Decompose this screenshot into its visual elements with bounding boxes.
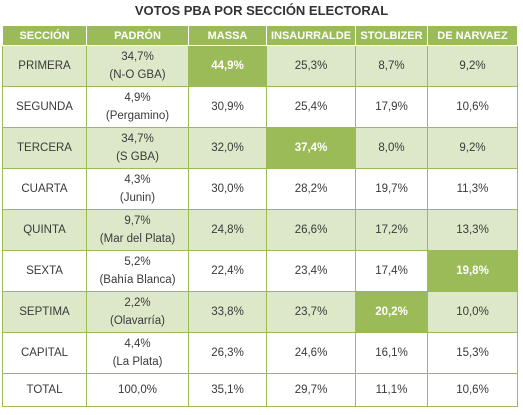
cell-padron: 9,7% (Mar del Plata) [86, 209, 189, 251]
cell-massa: 33,8% [188, 291, 267, 333]
cell-insaurralde: 25,3% [266, 45, 356, 87]
total-row: TOTAL 100,0% 35,1% 29,7% 11,1% 10,6% [2, 373, 518, 407]
padron-value: 34,7% [121, 133, 154, 145]
header-stolbizer: STOLBIZER [355, 25, 428, 46]
cell-padron: 4,9% (Pergamino) [86, 86, 189, 128]
table-row: QUINTA 9,7% (Mar del Plata) 24,8% 26,6% 1… [2, 209, 518, 251]
cell-de-narvaez: 13,3% [427, 209, 518, 251]
cell-padron: 34,7% (S GBA) [86, 127, 189, 169]
padron-subtitle: (Bahía Blanca) [99, 274, 176, 286]
padron-subtitle: (La Plata) [112, 356, 163, 368]
total-padron: 100,0% [86, 373, 189, 407]
cell-stolbizer: 17,4% [355, 250, 428, 292]
cell-insaurralde: 23,4% [266, 250, 356, 292]
cell-insaurralde: 23,7% [266, 291, 356, 333]
total-stolbizer: 11,1% [355, 373, 428, 407]
header-de-narvaez: DE NARVAEZ [427, 25, 518, 46]
cell-padron: 4,4% (La Plata) [86, 332, 189, 374]
table-row: CUARTA 4,3% (Junin) 30,0% 28,2% 19,7% 11,… [2, 168, 518, 210]
cell-stolbizer: 19,7% [355, 168, 428, 210]
cell-insaurralde: 28,2% [266, 168, 356, 210]
padron-value: 4,4% [124, 338, 151, 350]
padron-subtitle: (Pergamino) [105, 110, 170, 122]
header-insaurralde: INSAURRALDE [266, 25, 356, 46]
total-insaurralde: 29,7% [266, 373, 356, 407]
cell-stolbizer: 17,9% [355, 86, 428, 128]
cell-de-narvaez-highlight: 19,8% [427, 250, 518, 292]
cell-de-narvaez: 15,3% [427, 332, 518, 374]
cell-stolbizer: 16,1% [355, 332, 428, 374]
cell-de-narvaez: 10,0% [427, 291, 518, 333]
total-massa: 35,1% [188, 373, 267, 407]
padron-value: 9,7% [124, 215, 151, 227]
table-title: VOTOS PBA POR SECCIÓN ELECTORAL [134, 3, 389, 18]
cell-de-narvaez: 9,2% [427, 127, 518, 169]
cell-padron: 5,2% (Bahía Blanca) [86, 250, 189, 292]
cell-insaurralde-highlight: 37,4% [266, 127, 356, 169]
cell-stolbizer: 17,2% [355, 209, 428, 251]
cell-massa: 26,3% [188, 332, 267, 374]
padron-value: 34,7% [121, 51, 154, 63]
cell-massa: 22,4% [188, 250, 267, 292]
padron-subtitle: (S GBA) [116, 151, 159, 163]
total-de-narvaez: 10,6% [427, 373, 518, 407]
cell-stolbizer-highlight: 20,2% [355, 291, 428, 333]
cell-seccion: TERCERA [2, 127, 87, 169]
cell-seccion: PRIMERA [2, 45, 87, 87]
cell-massa: 32,0% [188, 127, 267, 169]
padron-value: 5,2% [124, 256, 151, 268]
table-row: CAPITAL 4,4% (La Plata) 26,3% 24,6% 16,1%… [2, 332, 518, 374]
total-seccion: TOTAL [2, 373, 87, 407]
cell-insaurralde: 24,6% [266, 332, 356, 374]
cell-insaurralde: 26,6% [266, 209, 356, 251]
cell-seccion: SEGUNDA [2, 86, 87, 128]
cell-seccion: CUARTA [2, 168, 87, 210]
padron-value: 2,2% [124, 297, 151, 309]
cell-seccion: SEPTIMA [2, 291, 87, 333]
cell-padron: 34,7% (N-O GBA) [86, 45, 189, 87]
cell-de-narvaez: 11,3% [427, 168, 518, 210]
cell-de-narvaez: 10,6% [427, 86, 518, 128]
cell-de-narvaez: 9,2% [427, 45, 518, 87]
cell-stolbizer: 8,7% [355, 45, 428, 87]
table-row: SEGUNDA 4,9% (Pergamino) 30,9% 25,4% 17,9… [2, 86, 518, 128]
cell-seccion: CAPITAL [2, 332, 87, 374]
header-massa: MASSA [188, 25, 267, 46]
table-row: SEXTA 5,2% (Bahía Blanca) 22,4% 23,4% 17,… [2, 250, 518, 292]
header-seccion: SECCIÓN [2, 25, 87, 46]
table-row: SEPTIMA 2,2% (Olavarría) 33,8% 23,7% 20,2… [2, 291, 518, 333]
cell-massa-highlight: 44,9% [188, 45, 267, 87]
padron-subtitle: (Olavarría) [110, 315, 165, 327]
cell-massa: 30,0% [188, 168, 267, 210]
header-padron: PADRÓN [86, 25, 189, 46]
header-row: SECCIÓN PADRÓN MASSA INSAURRALDE STOLBIZ… [2, 25, 518, 46]
cell-massa: 24,8% [188, 209, 267, 251]
cell-massa: 30,9% [188, 86, 267, 128]
cell-padron: 4,3% (Junin) [86, 168, 189, 210]
cell-seccion: SEXTA [2, 250, 87, 292]
padron-subtitle: (N-O GBA) [109, 69, 166, 81]
cell-stolbizer: 8,0% [355, 127, 428, 169]
cell-insaurralde: 25,4% [266, 86, 356, 128]
padron-value: 4,3% [124, 174, 151, 186]
table-row: PRIMERA 34,7% (N-O GBA) 44,9% 25,3% 8,7% … [2, 45, 518, 87]
cell-seccion: QUINTA [2, 209, 87, 251]
results-table: SECCIÓN PADRÓN MASSA INSAURRALDE STOLBIZ… [2, 25, 518, 407]
cell-padron: 2,2% (Olavarría) [86, 291, 189, 333]
padron-subtitle: (Mar del Plata) [99, 233, 176, 245]
table-row: TERCERA 34,7% (S GBA) 32,0% 37,4% 8,0% 9,… [2, 127, 518, 169]
padron-value: 4,9% [124, 92, 151, 104]
padron-subtitle: (Junin) [119, 192, 156, 204]
